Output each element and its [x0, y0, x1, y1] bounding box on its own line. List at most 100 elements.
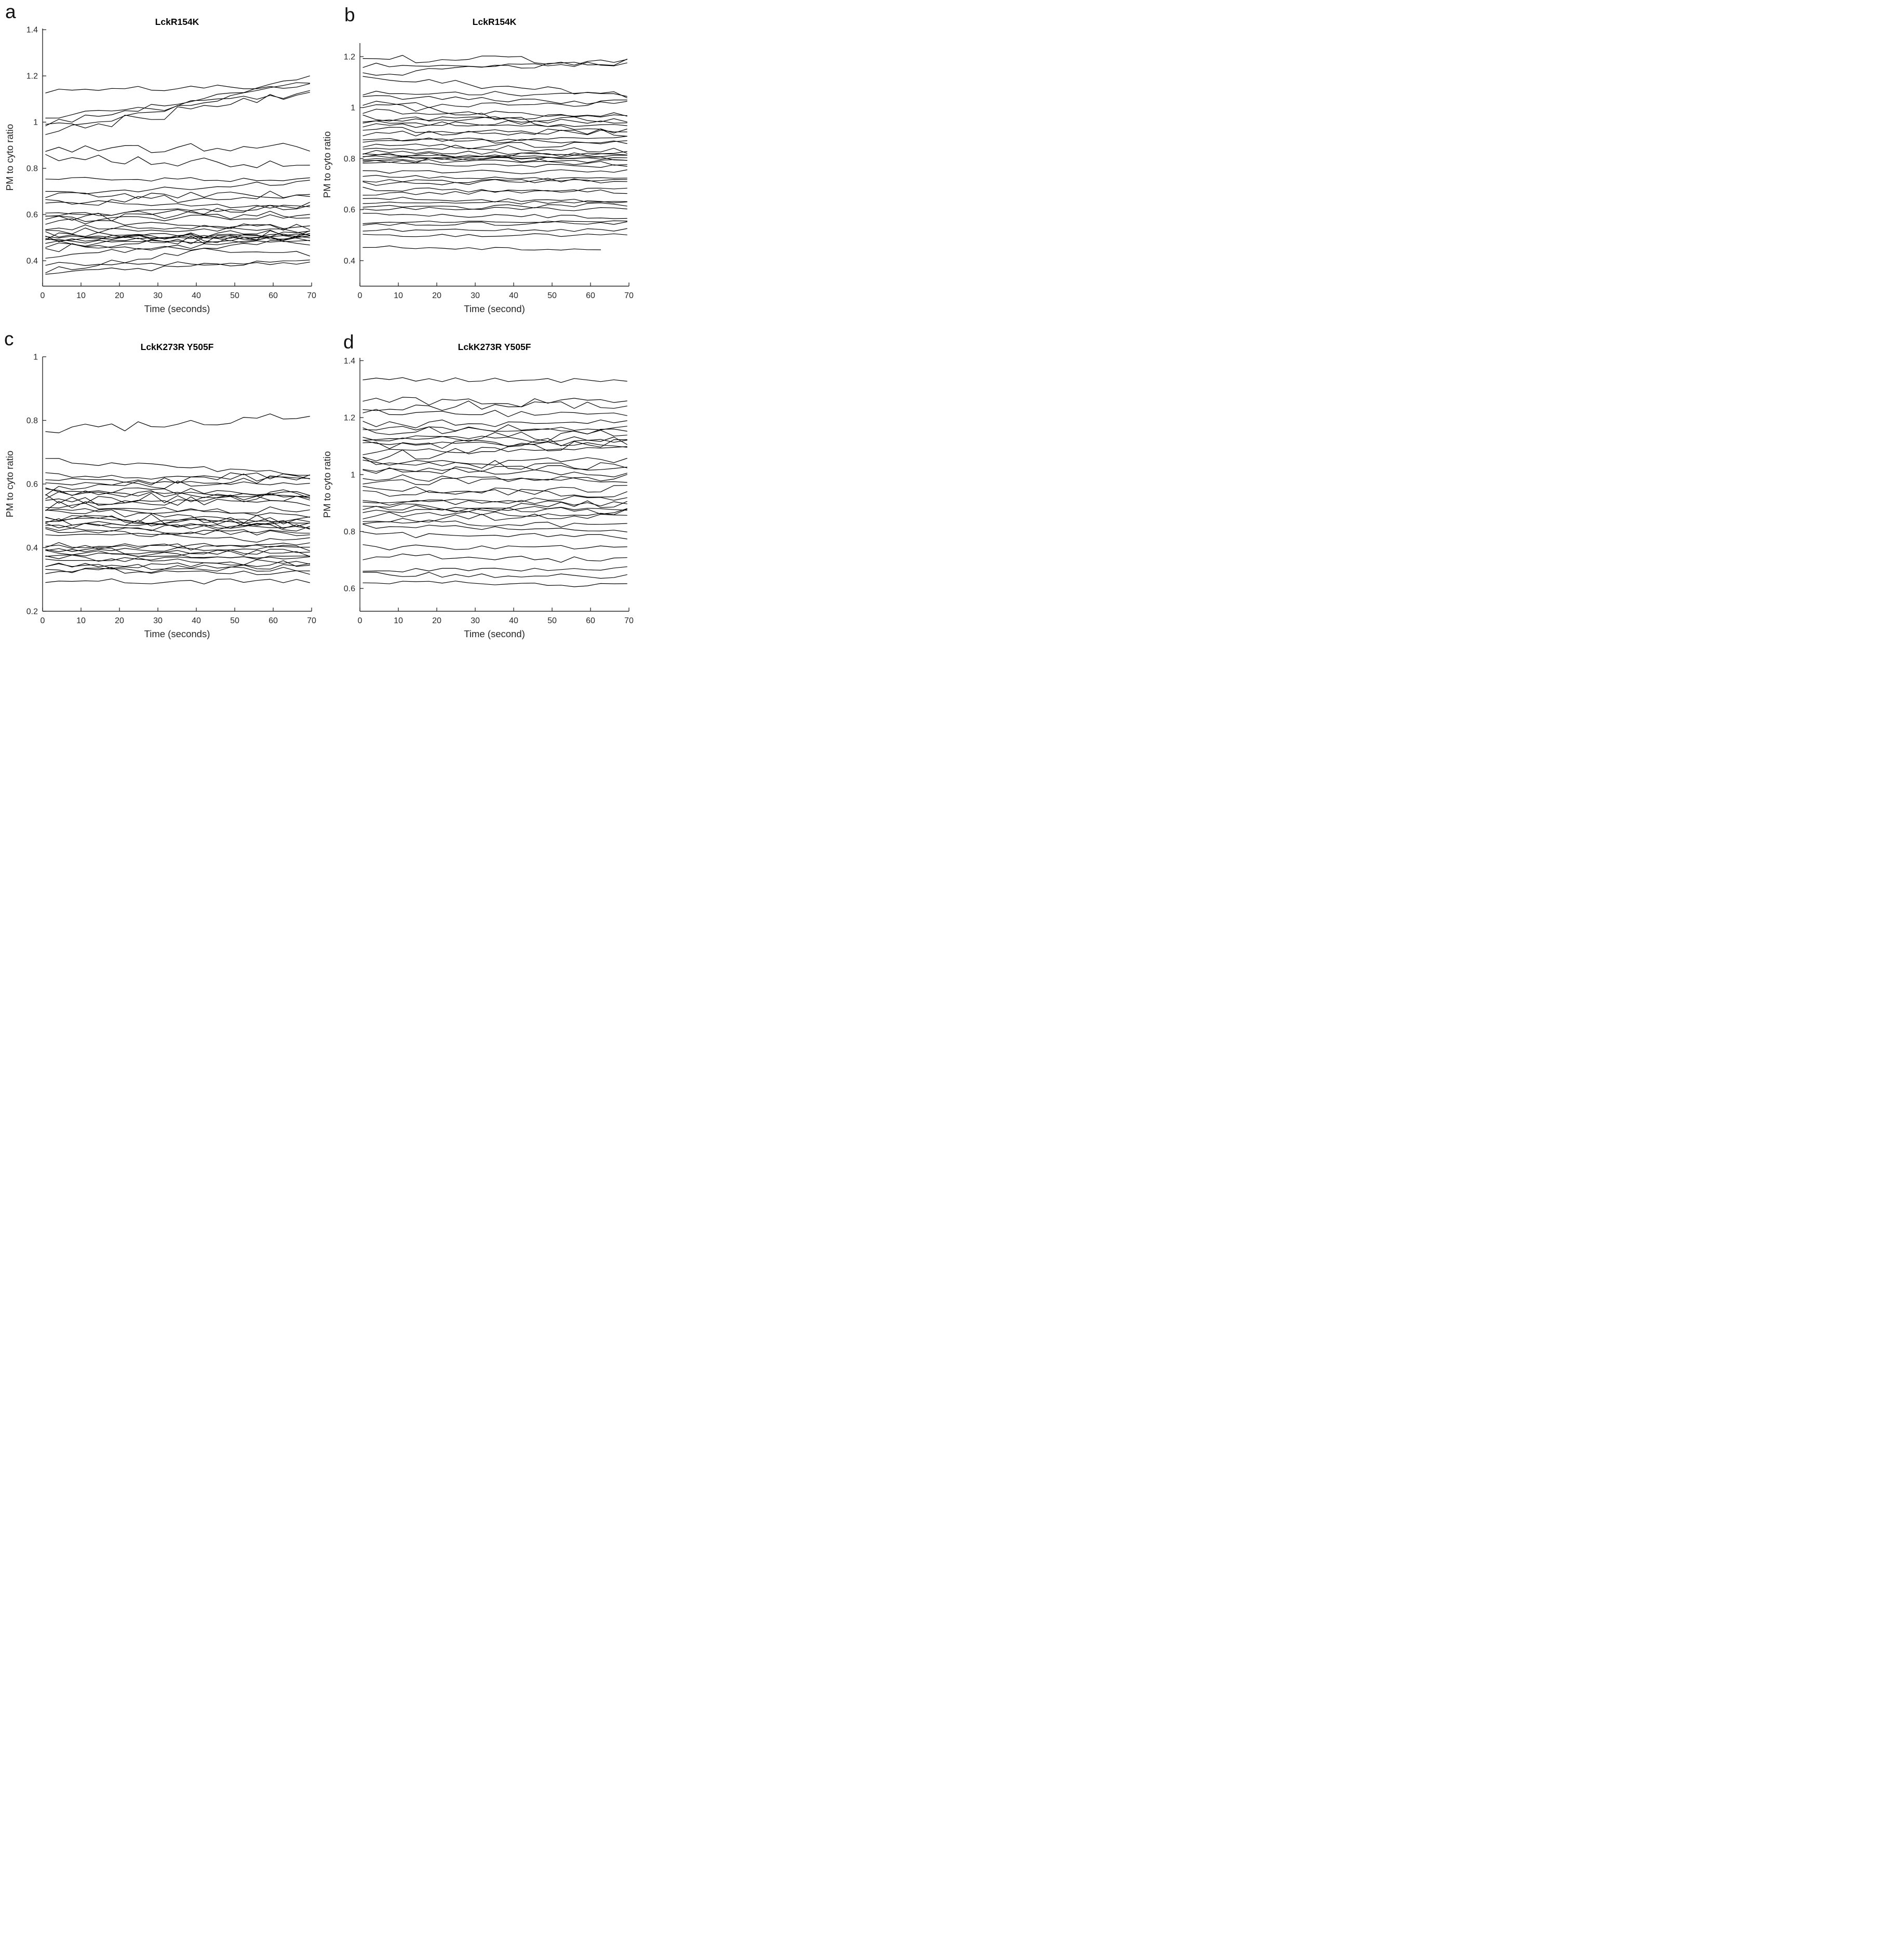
- x-tick-label: 50: [230, 616, 239, 625]
- x-tick-label: 40: [192, 291, 201, 300]
- x-tick-label: 70: [624, 616, 634, 625]
- trace-line: [45, 522, 310, 532]
- trace-line: [45, 261, 310, 266]
- panel-letter-b: b: [344, 4, 355, 25]
- trace-line: [45, 413, 310, 434]
- trace-line: [363, 200, 627, 205]
- chart-d: 0.6 0.8 1 1.2 1.4 0 10 20 30 40 50 60 70 LckK273R Y50…: [321, 342, 634, 639]
- y-tick-label: 1: [33, 353, 38, 362]
- y-tick-label: 1: [351, 471, 355, 479]
- trace-line: [363, 151, 627, 158]
- x-tick-label: 0: [358, 616, 363, 625]
- x-tick-label: 60: [269, 291, 278, 300]
- trace-line: [45, 528, 310, 543]
- trace-line: [45, 472, 310, 486]
- x-axis-label: Time (seconds): [144, 628, 210, 639]
- trace-line: [363, 495, 627, 506]
- trace-line: [45, 214, 310, 225]
- y-tick-label: 1.2: [344, 414, 355, 423]
- trace-line: [363, 55, 627, 66]
- y-tick-label: 0.6: [344, 206, 355, 214]
- y-tick-label: 0.4: [26, 544, 38, 553]
- trace-line: [45, 579, 310, 585]
- y-tick-label: 0.8: [344, 528, 355, 536]
- trace-line: [45, 488, 310, 499]
- x-tick-label: 50: [547, 616, 557, 625]
- trace-line: [45, 562, 310, 572]
- trace-line: [363, 62, 627, 68]
- trace-line: [363, 59, 627, 76]
- panel-letter-d: d: [343, 331, 354, 353]
- x-axis-label: Time (seconds): [144, 303, 210, 314]
- x-tick-label: 10: [394, 291, 403, 300]
- x-tick-label: 30: [153, 616, 163, 625]
- trace-line: [363, 436, 627, 449]
- trace-line: [363, 581, 627, 587]
- x-tick-label: 60: [586, 291, 595, 300]
- trace-line: [45, 231, 310, 241]
- trace-line: [363, 424, 627, 435]
- trace-line: [363, 429, 627, 442]
- trace-line: [45, 506, 310, 514]
- x-tick-label: 70: [307, 616, 316, 625]
- chart-title: LckR154K: [473, 17, 517, 27]
- x-tick-label: 70: [307, 291, 316, 300]
- trace-line: [363, 486, 627, 498]
- trace-line: [363, 439, 627, 462]
- trace-line: [45, 568, 310, 575]
- trace-line: [45, 143, 310, 153]
- trace-line: [45, 518, 310, 530]
- x-tick-label: 10: [76, 291, 86, 300]
- trace-line: [45, 490, 310, 500]
- x-tick-label: 30: [471, 291, 480, 300]
- trace-line: [363, 99, 627, 108]
- trace-line: [363, 90, 627, 97]
- y-tick-label: 1.4: [344, 357, 355, 366]
- x-tick-label: 40: [192, 616, 201, 625]
- chart-title: LckR154K: [155, 17, 199, 27]
- trace-line: [363, 508, 627, 519]
- trace-line: [45, 494, 310, 511]
- y-tick-label: 0.8: [26, 165, 38, 173]
- x-tick-label: 30: [471, 616, 480, 625]
- y-tick-label: 1.2: [26, 72, 38, 81]
- trace-line: [363, 136, 627, 143]
- trace-line: [363, 174, 627, 180]
- y-tick-label: 0.2: [26, 608, 38, 616]
- trace-line: [363, 245, 601, 251]
- trace-line: [363, 503, 627, 515]
- trace-line: [45, 192, 310, 199]
- trace-line: [45, 515, 310, 527]
- trace-line: [363, 114, 627, 123]
- trace-line: [45, 546, 310, 552]
- trace-line: [45, 202, 310, 222]
- y-tick-label: 0.6: [26, 480, 38, 489]
- trace-line: [45, 478, 310, 486]
- trace-line: [363, 203, 627, 211]
- trace-line: [45, 515, 310, 529]
- y-tick-label: 0.4: [26, 257, 38, 266]
- trace-line: [363, 420, 627, 428]
- trace-line: [45, 92, 310, 129]
- trace-line: [45, 243, 310, 257]
- trace-line: [363, 205, 627, 211]
- trace-line: [45, 522, 310, 536]
- trace-line: [45, 230, 310, 252]
- x-tick-label: 40: [509, 616, 518, 625]
- x-tick-label: 0: [41, 616, 45, 625]
- trace-line: [363, 114, 627, 123]
- trace-line: [45, 236, 310, 274]
- chart-title: LckK273R Y505F: [458, 342, 531, 352]
- trace-line: [363, 474, 627, 486]
- x-tick-label: 40: [509, 291, 518, 300]
- x-tick-label: 30: [153, 291, 163, 300]
- panel-c: c 0.2 0.4 0.6 0.8 1 0 10 20 30 40 50 60 70 LckK273R Y…: [0, 325, 317, 650]
- y-tick-label: 1.4: [26, 26, 38, 35]
- trace-line: [45, 177, 310, 182]
- trace-line: [363, 462, 627, 474]
- trace-line: [363, 220, 627, 224]
- panel-letter-a: a: [5, 1, 16, 22]
- trace-line: [363, 572, 627, 579]
- trace-line: [363, 159, 627, 166]
